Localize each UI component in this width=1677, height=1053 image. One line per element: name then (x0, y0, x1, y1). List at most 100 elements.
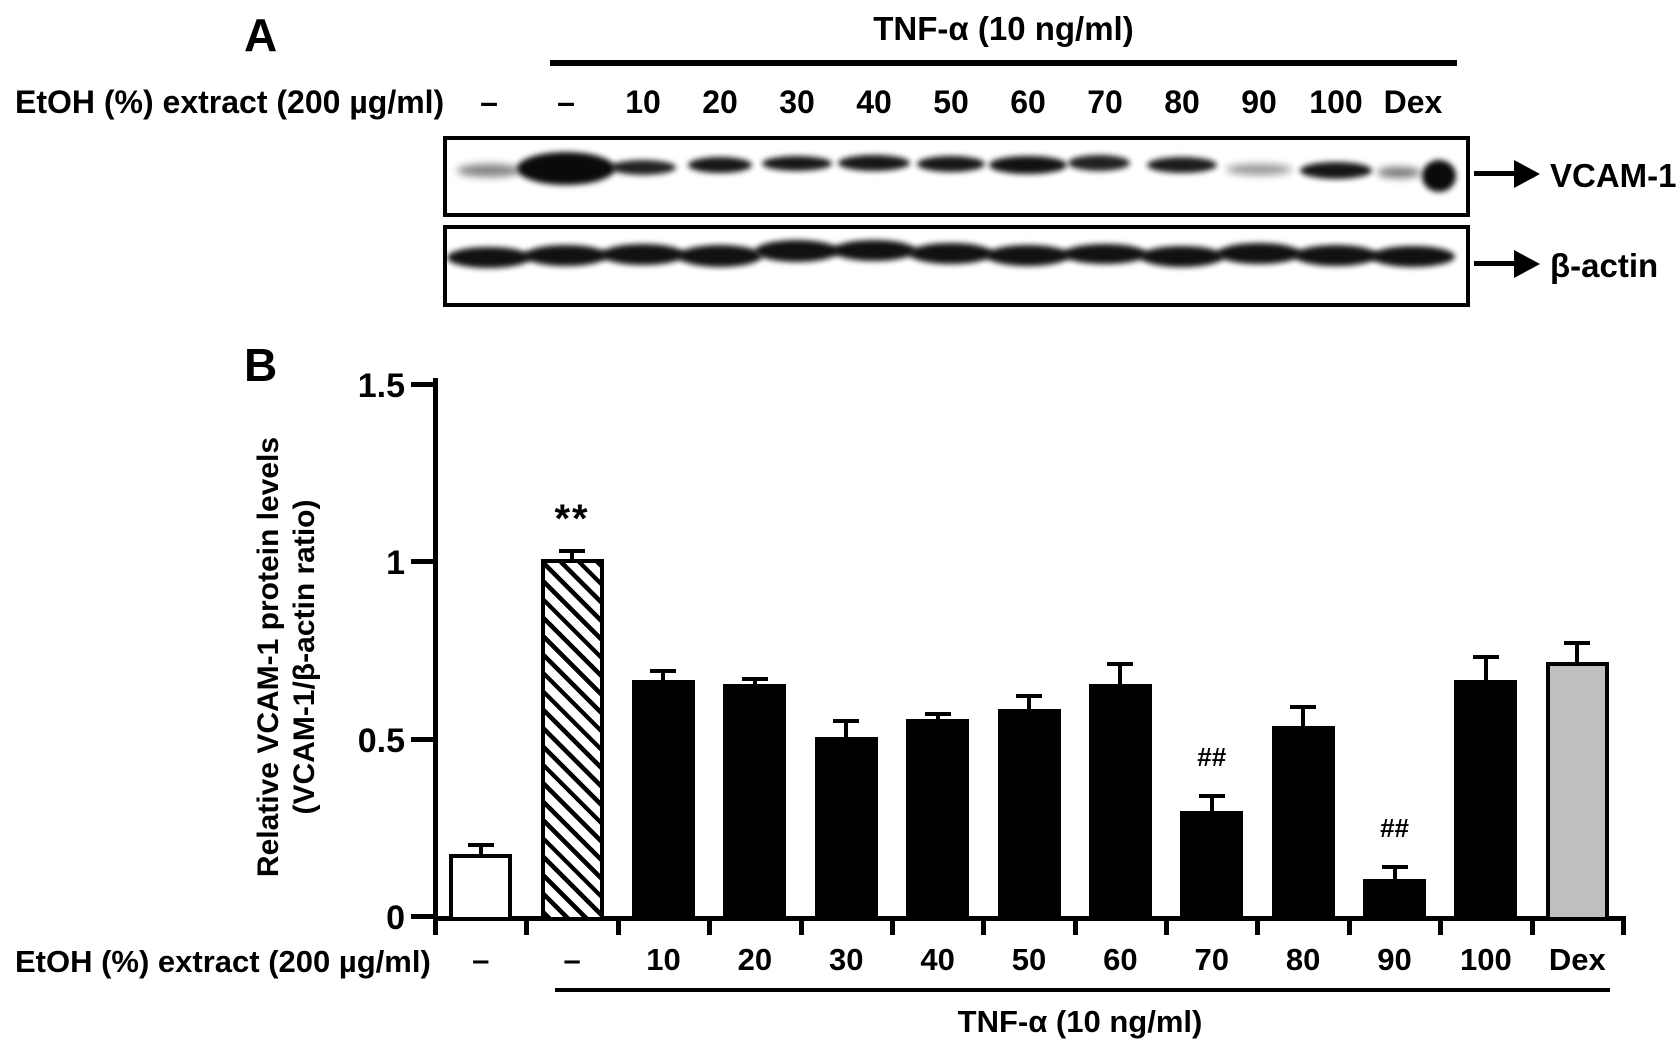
x-category-label: – (472, 942, 490, 977)
blot-band (762, 155, 832, 171)
blot-band (610, 159, 676, 175)
y-axis-tick-label: 0.5 (357, 721, 405, 760)
x-axis-tick (615, 921, 621, 935)
lane-label: Dex (1383, 84, 1443, 120)
error-bar-stem (1118, 662, 1123, 690)
blot-band (832, 239, 916, 261)
blot-band (909, 242, 993, 264)
x-category-label: 60 (1103, 942, 1138, 977)
error-bar-cap (650, 669, 677, 673)
blot-band (457, 163, 521, 177)
blot-band (1422, 160, 1456, 192)
bar (1180, 811, 1244, 921)
error-bar-stem (1301, 705, 1306, 732)
error-bar-cap (467, 843, 494, 847)
x-axis-tick (1621, 921, 1626, 935)
bar (1088, 684, 1152, 921)
blot-band (755, 240, 839, 262)
lane-label: 80 (1164, 84, 1200, 120)
bactin-blot-image (443, 225, 1470, 307)
bactin-blot-label: β-actin (1550, 247, 1659, 284)
blot-band (524, 244, 608, 266)
bar (631, 680, 695, 921)
vcam1-blot-label: VCAM-1 (1550, 157, 1677, 194)
error-bar-stem (570, 549, 575, 565)
blot-band (1147, 157, 1217, 173)
x-axis-tick (798, 921, 804, 935)
x-category-label: 90 (1377, 942, 1412, 977)
tnf-group-line (555, 988, 1610, 992)
y-axis-tick (411, 559, 433, 564)
error-bar-stem (1575, 641, 1580, 668)
bar (1271, 726, 1335, 921)
x-axis-tick (889, 921, 895, 935)
vcam1-arrow-icon (1474, 171, 1516, 176)
bactin-arrow-head-icon (1514, 250, 1540, 278)
x-axis-tick (1438, 921, 1444, 935)
significance-marker: ** (554, 497, 590, 541)
bar (540, 559, 604, 921)
y-axis-tick (411, 736, 433, 742)
bactin-arrow-icon (1474, 261, 1516, 266)
bar (997, 709, 1061, 921)
error-bar-stem (661, 669, 666, 686)
lane-label: 10 (625, 84, 661, 120)
x-category-label: 100 (1460, 942, 1512, 977)
x-category-label: 50 (1011, 942, 1047, 977)
y-axis-line (433, 378, 438, 921)
x-category-label: 20 (737, 942, 773, 977)
bar (1545, 662, 1609, 921)
blot-band (1377, 166, 1421, 178)
blot-band (1371, 245, 1455, 267)
lane-label: – (480, 84, 498, 120)
bar (906, 719, 970, 921)
lane-label: 70 (1087, 84, 1123, 120)
x-axis-tick (707, 921, 713, 935)
blot-band (1068, 155, 1130, 171)
x-category-label: 40 (920, 942, 955, 977)
x-category-label: 80 (1285, 942, 1321, 977)
x-axis-tick (1072, 921, 1078, 935)
x-axis-tick (524, 921, 530, 935)
x-axis-tick (1164, 921, 1170, 935)
error-bar-cap (1198, 794, 1225, 798)
tnf-group-label: TNF-α (10 ng/ml) (957, 1004, 1203, 1039)
error-bar-cap (741, 677, 768, 681)
tnf-treatment-underline (550, 60, 1457, 66)
blot-band (1063, 244, 1147, 264)
blot-band (989, 156, 1067, 174)
y-axis-tick-label: 0 (386, 899, 405, 937)
lane-row-label-a: EtOH (%) extract (200 µg/ml) (15, 84, 445, 120)
y-axis-tick (411, 914, 433, 919)
lane-label: 50 (933, 84, 969, 120)
lane-label: 90 (1241, 84, 1277, 120)
blot-band (1226, 163, 1292, 175)
error-bar-cap (1564, 641, 1591, 645)
blot-band (688, 157, 752, 173)
lane-label: – (557, 84, 575, 120)
x-axis-tick (981, 921, 987, 935)
x-axis-tick (1529, 921, 1535, 935)
blot-band (1294, 244, 1378, 266)
blot-band (917, 156, 985, 172)
error-bar-stem (1027, 694, 1031, 715)
lane-row-label-b: EtOH (%) extract (200 µg/ml) (15, 944, 431, 979)
y-axis-tick-label: 1 (386, 544, 405, 582)
x-axis-tick (1255, 921, 1261, 935)
bar (449, 854, 513, 921)
x-category-label: 30 (828, 942, 864, 977)
error-bar-cap (924, 712, 951, 716)
error-bar-cap (1472, 655, 1499, 659)
error-bar-stem (1483, 655, 1488, 686)
blot-band (601, 243, 685, 265)
error-bar-cap (1107, 662, 1134, 666)
y-axis-tick-label: 1.5 (357, 366, 405, 405)
vcam1-arrow-head-icon (1514, 160, 1540, 188)
lane-label: 30 (779, 84, 815, 120)
bar (1454, 680, 1518, 921)
error-bar-stem (844, 719, 849, 743)
lane-label: 20 (702, 84, 738, 120)
lane-label: 40 (856, 84, 892, 120)
